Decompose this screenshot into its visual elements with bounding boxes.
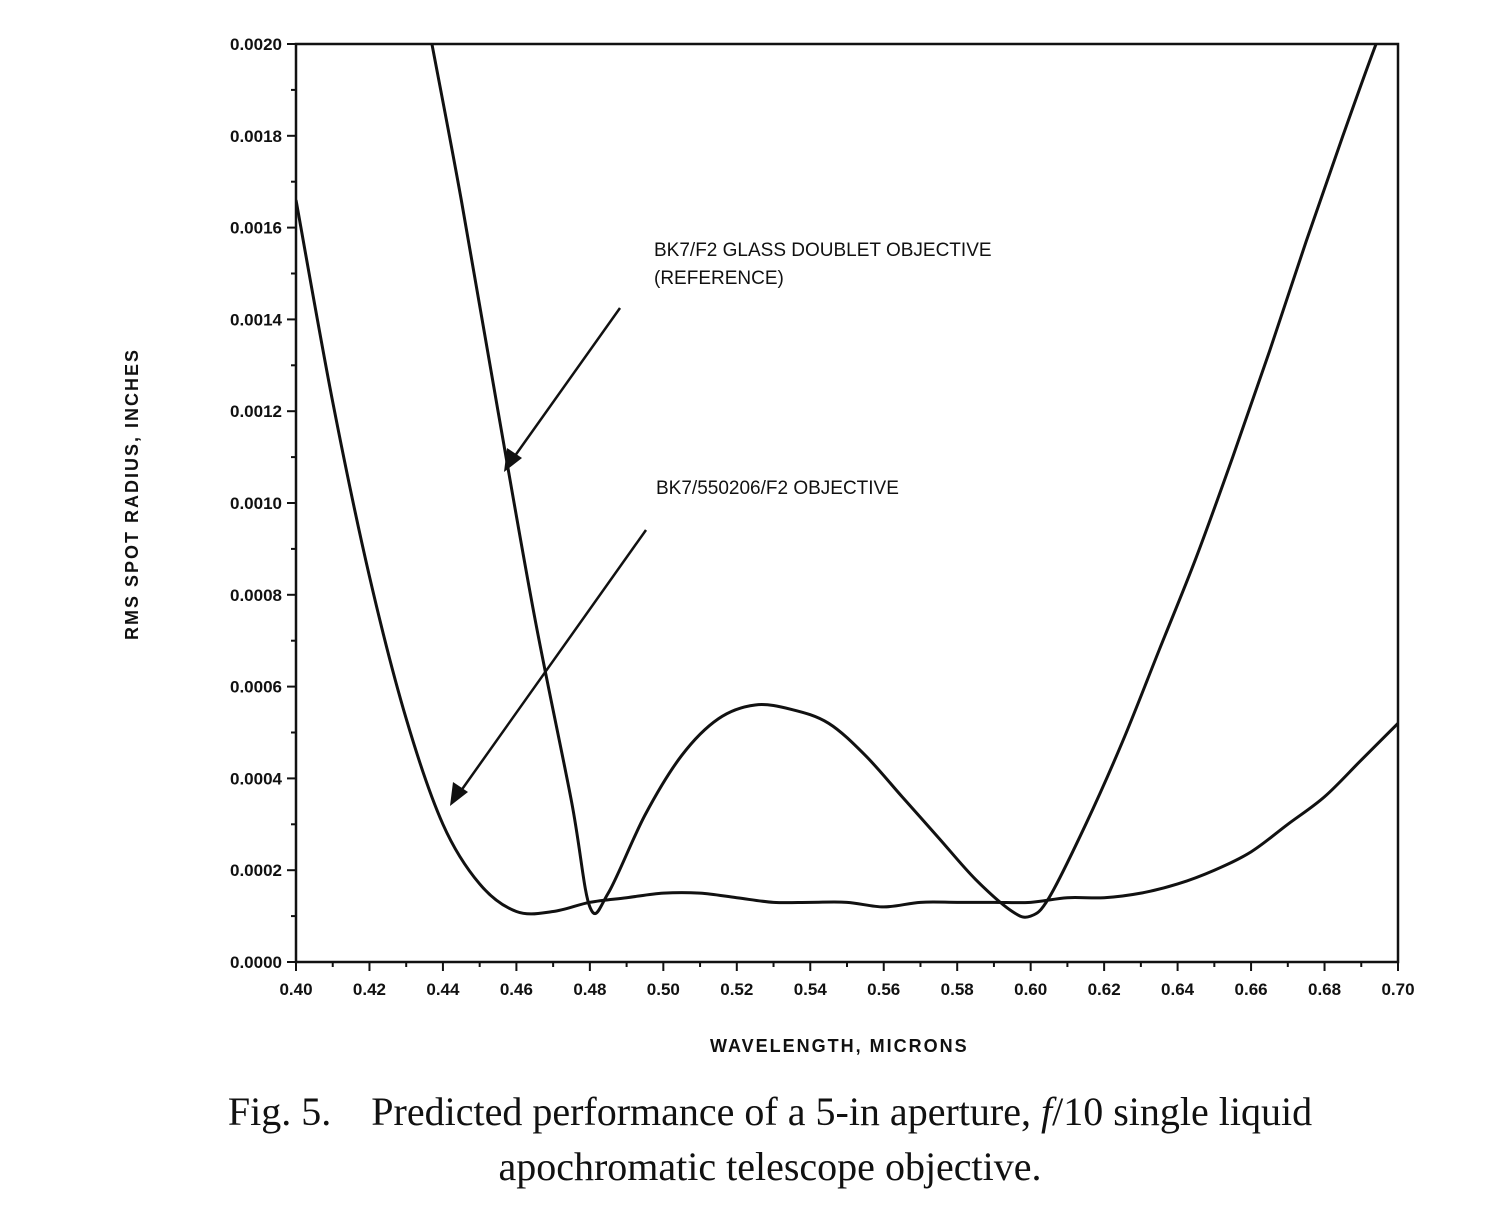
annotation-reference-line1: BK7/F2 GLASS DOUBLET OBJECTIVE [654,240,992,261]
x-tick-label: 0.68 [1308,980,1341,999]
series-layer [296,44,1398,919]
y-tick-label: 0.0020 [230,35,282,54]
x-tick-label: 0.64 [1161,980,1195,999]
figure-caption-line2: apochromatic telescope objective. [498,1144,1042,1189]
plot-border [294,42,1400,964]
x-tick-label: 0.50 [647,980,680,999]
y-tick-label: 0.0006 [230,678,282,697]
series-liquid-objective-line [296,199,1398,916]
y-tick-label: 0.0016 [230,219,282,238]
y-tick-label: 0.0002 [230,861,282,880]
x-tick-label: 0.56 [867,980,900,999]
x-tick-label: 0.60 [1014,980,1047,999]
y-tick-label: 0.0010 [230,494,282,513]
annotations: BK7/F2 GLASS DOUBLET OBJECTIVE (REFERENC… [450,240,992,806]
x-tick-label: 0.70 [1381,980,1414,999]
annotation-reference-arrow [510,307,622,461]
annotation-liquid-arrowhead [450,782,468,806]
y-tick-label: 0.0014 [230,310,283,329]
axis-ticks: 0.40 0.42 0.44 0.46 0.48 0.50 0.52 0.54 0.56 0.58… [230,35,1415,999]
x-tick-label: 0.40 [279,980,312,999]
x-axis-title: WAVELENGTH, MICRONS [710,1036,969,1056]
x-tick-label: 0.44 [426,980,460,999]
caption-f-symbol: f [1040,1089,1053,1134]
x-tick-label: 0.66 [1235,980,1268,999]
x-tick-label: 0.58 [941,980,974,999]
y-tick-label: 0.0000 [230,953,282,972]
x-tick-label: 0.42 [353,980,386,999]
x-tick-label: 0.48 [573,980,606,999]
y-tick-label: 0.0018 [230,127,282,146]
x-tick-label: 0.62 [1088,980,1121,999]
y-tick-label: 0.0008 [230,586,282,605]
figure-label: Fig. 5. [227,1089,332,1134]
caption-text-part2: /10 single liquid [1052,1089,1313,1134]
x-tick-label: 0.52 [720,980,753,999]
annotation-reference-arrowhead [504,448,522,472]
plot-frame [294,42,1400,964]
figure-caption-line1: Fig. 5. Predicted performance of a 5-in a… [60,1086,1480,1138]
annotation-liquid-arrow [456,529,648,796]
annotation-reference-line2: (REFERENCE) [654,268,784,289]
annotation-liquid-label: BK7/550206/F2 OBJECTIVE [656,478,899,499]
caption-text-part1: Predicted performance of a 5-in aperture… [371,1089,1041,1134]
y-axis-title: RMS SPOT RADIUS, INCHES [122,348,142,640]
x-tick-label: 0.54 [794,980,828,999]
y-tick-label: 0.0012 [230,402,282,421]
y-tick-label: 0.0004 [230,769,283,788]
x-tick-label: 0.46 [500,980,533,999]
series-reference-doublet-line [430,44,1378,919]
